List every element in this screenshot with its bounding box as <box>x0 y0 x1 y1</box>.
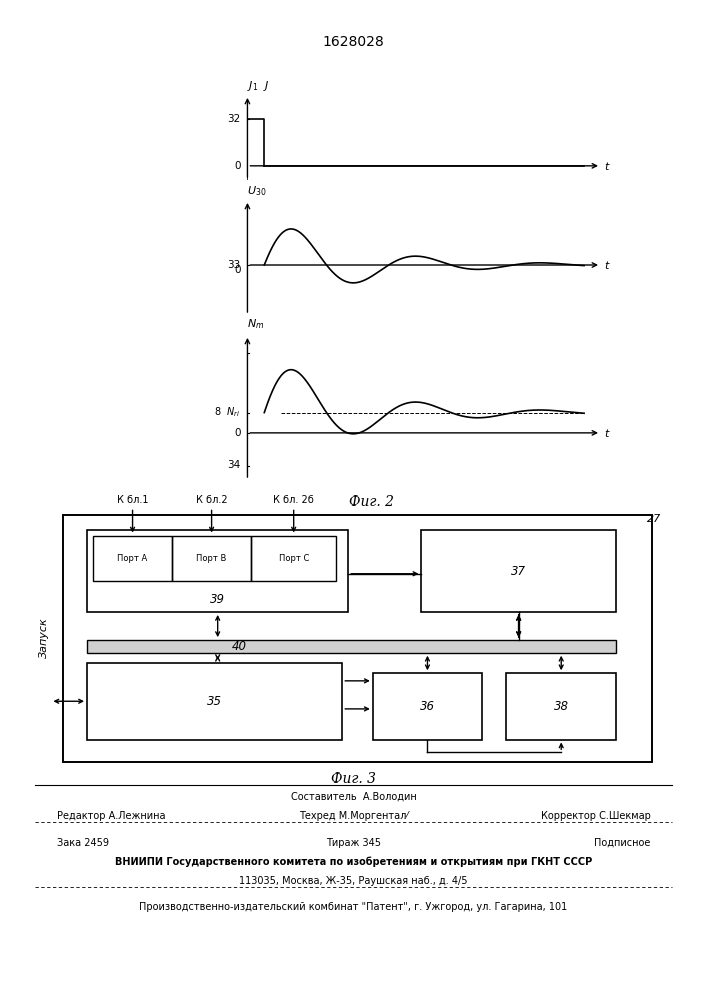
Text: Порт B: Порт B <box>197 554 227 563</box>
Text: $\mathit{t}$: $\mathit{t}$ <box>604 259 611 271</box>
Text: $\mathit{N}_m$: $\mathit{N}_m$ <box>247 318 265 331</box>
Text: 0: 0 <box>234 161 240 171</box>
Text: 40: 40 <box>231 640 247 653</box>
Text: $\mathit{t}$: $\mathit{t}$ <box>604 427 611 439</box>
Bar <box>506 673 616 740</box>
Bar <box>87 640 616 653</box>
Text: К бл.2: К бл.2 <box>196 495 228 505</box>
Bar <box>87 663 342 740</box>
Text: 113035, Москва, Ж-35, Раушская наб., д. 4/5: 113035, Москва, Ж-35, Раушская наб., д. … <box>239 876 468 886</box>
Text: 0: 0 <box>234 265 240 275</box>
Text: $\mathit{J}_1$  $\mathit{J}$: $\mathit{J}_1$ $\mathit{J}$ <box>247 79 270 93</box>
Text: 32: 32 <box>228 114 240 124</box>
Text: Техред М.Моргентал⁄: Техред М.Моргентал⁄ <box>299 811 408 821</box>
Text: К бл.1: К бл.1 <box>117 495 148 505</box>
Text: 33: 33 <box>228 260 240 270</box>
Text: Фиг. 3: Фиг. 3 <box>331 772 376 786</box>
Text: 1628028: 1628028 <box>322 35 385 49</box>
Text: Порт A: Порт A <box>117 554 148 563</box>
Text: 36: 36 <box>420 700 435 713</box>
Text: Тираж 345: Тираж 345 <box>326 838 381 848</box>
Text: 0: 0 <box>234 428 240 438</box>
Bar <box>172 536 251 581</box>
Text: Запуск: Запуск <box>40 617 49 658</box>
Text: ВНИИПИ Государственного комитета по изобретениям и открытиям при ГКНТ СССР: ВНИИПИ Государственного комитета по изоб… <box>115 857 592 867</box>
Bar <box>93 536 172 581</box>
Text: Фиг. 2: Фиг. 2 <box>349 495 394 509</box>
Text: Порт C: Порт C <box>279 554 309 563</box>
Text: $\mathit{U}_{30}$: $\mathit{U}_{30}$ <box>247 184 267 198</box>
Bar <box>421 530 616 612</box>
Text: 35: 35 <box>207 695 222 708</box>
Text: $\mathit{t}$: $\mathit{t}$ <box>604 160 611 172</box>
Text: 8  $\mathit{N}_{ri}$: 8 $\mathit{N}_{ri}$ <box>214 406 240 419</box>
Bar <box>87 530 349 612</box>
Text: К бл. 2б: К бл. 2б <box>273 495 314 505</box>
Text: 34: 34 <box>228 460 240 471</box>
Text: 37: 37 <box>511 565 526 578</box>
Bar <box>373 673 482 740</box>
Text: 38: 38 <box>554 700 568 713</box>
Text: Корректор С.Шекмар: Корректор С.Шекмар <box>541 811 650 821</box>
Text: Подписное: Подписное <box>594 838 650 848</box>
Text: 39: 39 <box>210 593 226 606</box>
Text: 27: 27 <box>648 514 662 524</box>
Text: Производственно-издательский комбинат "Патент", г. Ужгород, ул. Гагарина, 101: Производственно-издательский комбинат "П… <box>139 902 568 912</box>
Text: Составитель  А.Володин: Составитель А.Володин <box>291 792 416 802</box>
Bar <box>251 536 337 581</box>
Text: Редактор А.Лежнина: Редактор А.Лежнина <box>57 811 165 821</box>
Text: Зака 2459: Зака 2459 <box>57 838 109 848</box>
